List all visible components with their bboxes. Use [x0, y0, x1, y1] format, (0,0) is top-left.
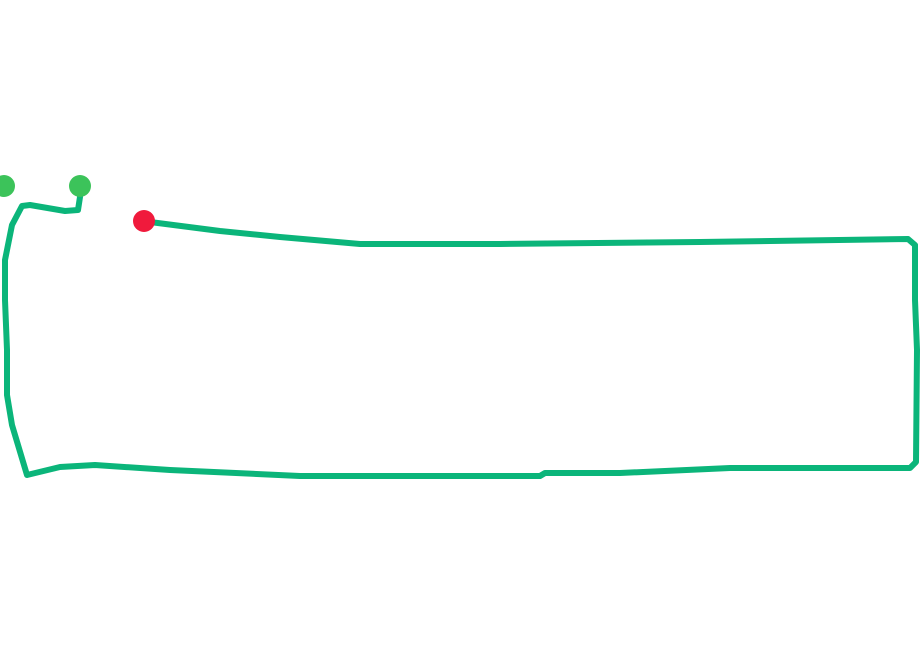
green-dot — [0, 175, 15, 197]
freehand-stroke — [2, 183, 920, 479]
green-dot — [69, 175, 91, 197]
red-dot — [133, 210, 155, 232]
